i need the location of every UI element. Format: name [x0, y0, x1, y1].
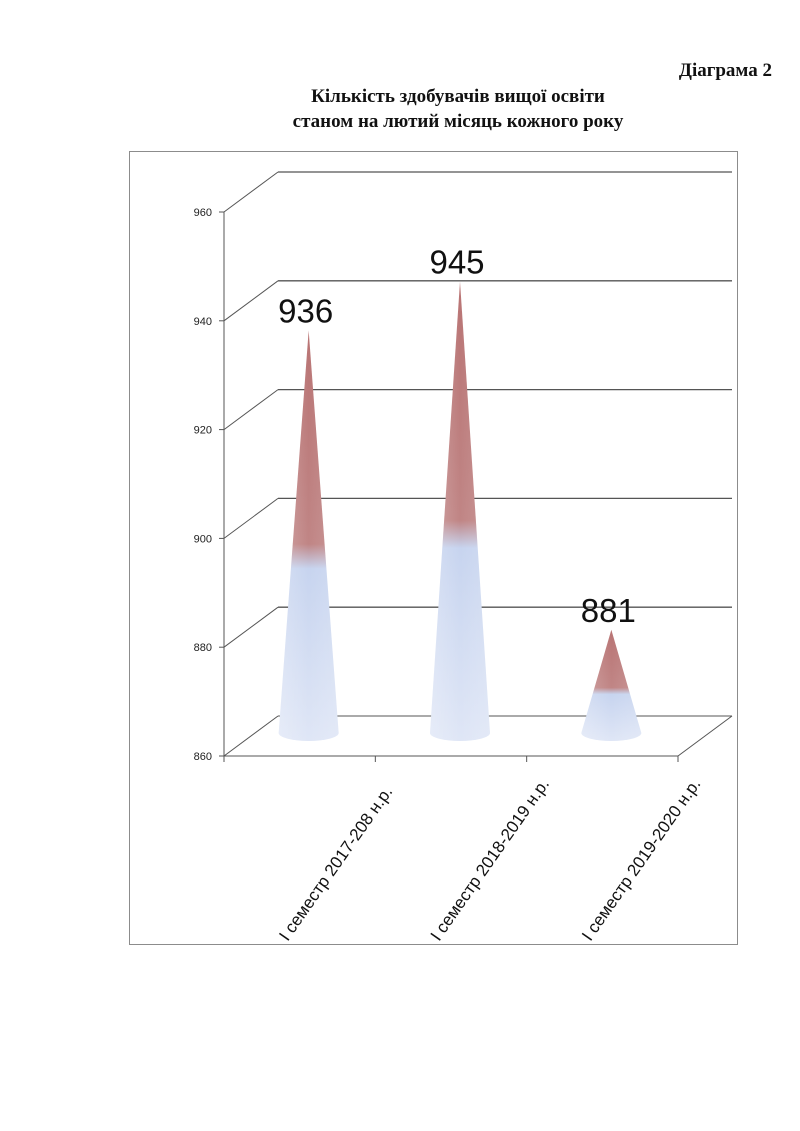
data-label: 936: [278, 293, 333, 330]
floor-right-edge: [677, 715, 733, 757]
chart-title-line-2: станом на лютий місяць кожного року: [292, 111, 624, 132]
category-label: I семестр 2018-2019 н.р.: [427, 775, 553, 944]
y-tick-label: 860: [194, 751, 212, 763]
y-tick-label: 880: [194, 642, 212, 654]
cone-shading: [581, 629, 642, 741]
y-tick-label: 920: [194, 425, 212, 437]
data-label: 945: [429, 244, 484, 281]
cone-shading: [430, 281, 490, 741]
y-tick-label: 940: [194, 316, 212, 328]
gridline-side: [223, 171, 279, 213]
gridline-side: [223, 497, 279, 539]
y-tick-label: 900: [194, 533, 212, 545]
gridline-side: [223, 606, 279, 648]
category-label: I семестр 2017-208 н.р.: [275, 783, 396, 945]
data-label: 881: [581, 592, 636, 629]
chart-title-line-1: Кількість здобувачів вищої освіти: [311, 86, 605, 107]
floor-left-edge: [223, 715, 279, 757]
chart-frame: [129, 151, 738, 945]
gridline-side: [223, 280, 279, 322]
y-tick-label: 960: [194, 207, 212, 219]
cone-shading: [278, 330, 339, 741]
gridline-side: [223, 389, 279, 431]
diagram-number: Діаграма 2: [678, 60, 772, 81]
category-label: I семестр 2019-2020 н.р.: [578, 775, 704, 944]
